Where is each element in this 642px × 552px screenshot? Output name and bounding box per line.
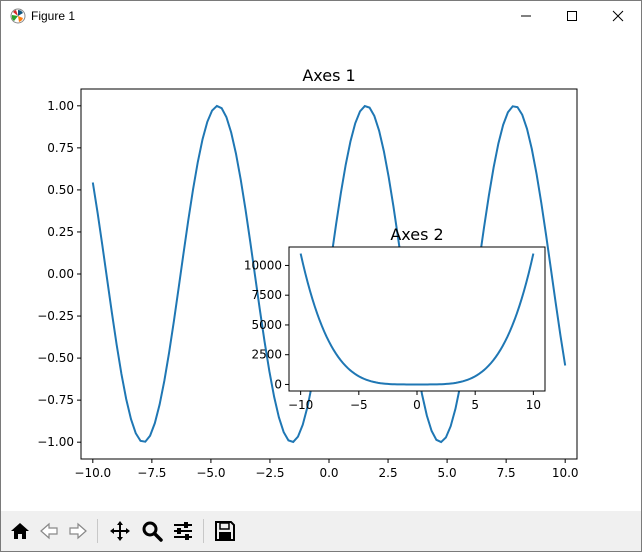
axes-1-ytick-label: −0.50 (37, 351, 74, 365)
axes-1-ytick-label: 1.00 (47, 99, 74, 113)
axes-2-ytick-label: 7500 (251, 288, 282, 302)
axes-2-title: Axes 2 (390, 225, 443, 244)
axes-2-xtick-label: 0 (413, 398, 421, 412)
minimize-icon (521, 15, 531, 17)
axes-2-xtick-label: 10 (526, 398, 541, 412)
plot-svg: Axes 1 −10.0 −7.5 −5.0 −2.5 0.0 2.5 5.0 7.5 10.0… (1, 31, 641, 511)
axes-2-frame (288, 246, 546, 392)
close-icon (612, 10, 624, 22)
title-bar[interactable]: Figure 1 (1, 1, 641, 31)
forward-arrow-icon (68, 522, 87, 539)
axes-2-ytick-label: 5000 (251, 318, 282, 332)
axes-1-xtick-label: 2.5 (379, 466, 398, 480)
close-button[interactable] (595, 1, 641, 31)
axes-1-ytick-label: −0.25 (37, 309, 74, 323)
configure-subplots-icon (173, 521, 192, 540)
toolbar-separator (97, 519, 98, 543)
configure-subplots-button[interactable] (169, 517, 196, 544)
axes-2-xtick-label: −10 (288, 398, 313, 412)
toolbar-separator (203, 519, 204, 543)
axes-1-xtick-label: −7.5 (137, 466, 166, 480)
back-arrow-icon (39, 522, 58, 539)
forward-button[interactable] (64, 517, 91, 544)
matplotlib-logo-icon (10, 8, 26, 24)
minimize-button[interactable] (503, 1, 549, 31)
axes-2-xtick-label: −5 (350, 398, 368, 412)
axes-1-xtick-label: −10.0 (74, 466, 111, 480)
axes-1-ytick-label: 0.50 (47, 183, 74, 197)
axes-1-xtick-label: −2.5 (255, 466, 284, 480)
home-button[interactable] (6, 517, 33, 544)
axes-1-ytick-label: −1.00 (37, 435, 74, 449)
maximize-button[interactable] (549, 1, 595, 31)
axes-1-ytick-label: −0.75 (37, 393, 74, 407)
axes-1-xtick-label: 10.0 (552, 466, 579, 480)
save-icon (214, 520, 235, 541)
axes-2-series-line (299, 253, 535, 386)
zoom-icon (142, 521, 163, 542)
navigation-toolbar (1, 511, 641, 551)
axes-1-xtick-label: 0.0 (319, 466, 338, 480)
axes-2: Axes 2 −10 −5 0 5 10 0 2500 5000 7500 10000 (244, 225, 546, 412)
window-title: Figure 1 (31, 9, 76, 23)
maximize-icon (567, 11, 577, 21)
axes-2-ytick-label: 2500 (251, 348, 282, 362)
axes-2-ytick-label: 10000 (244, 258, 282, 272)
pan-icon (109, 520, 130, 541)
axes-2-ytick-label: 0 (274, 377, 282, 391)
zoom-button[interactable] (138, 517, 165, 544)
axes-1-ytick-label: 0.00 (47, 267, 74, 281)
axes-2-xtick-label: 5 (471, 398, 479, 412)
home-icon (10, 522, 29, 539)
figure-canvas[interactable]: Axes 1 −10.0 −7.5 −5.0 −2.5 0.0 2.5 5.0 7.5 10.0… (1, 31, 641, 511)
axes-1-title: Axes 1 (302, 66, 355, 85)
axes-1-ytick-label: 0.25 (47, 225, 74, 239)
axes-1-xtick-label: −5.0 (196, 466, 225, 480)
axes-1-ytick-label: 0.75 (47, 141, 74, 155)
axes-1-xtick-label: 5.0 (438, 466, 457, 480)
back-button[interactable] (35, 517, 62, 544)
pan-button[interactable] (106, 517, 133, 544)
axes-1-xtick-label: 7.5 (497, 466, 516, 480)
save-button[interactable] (211, 517, 238, 544)
